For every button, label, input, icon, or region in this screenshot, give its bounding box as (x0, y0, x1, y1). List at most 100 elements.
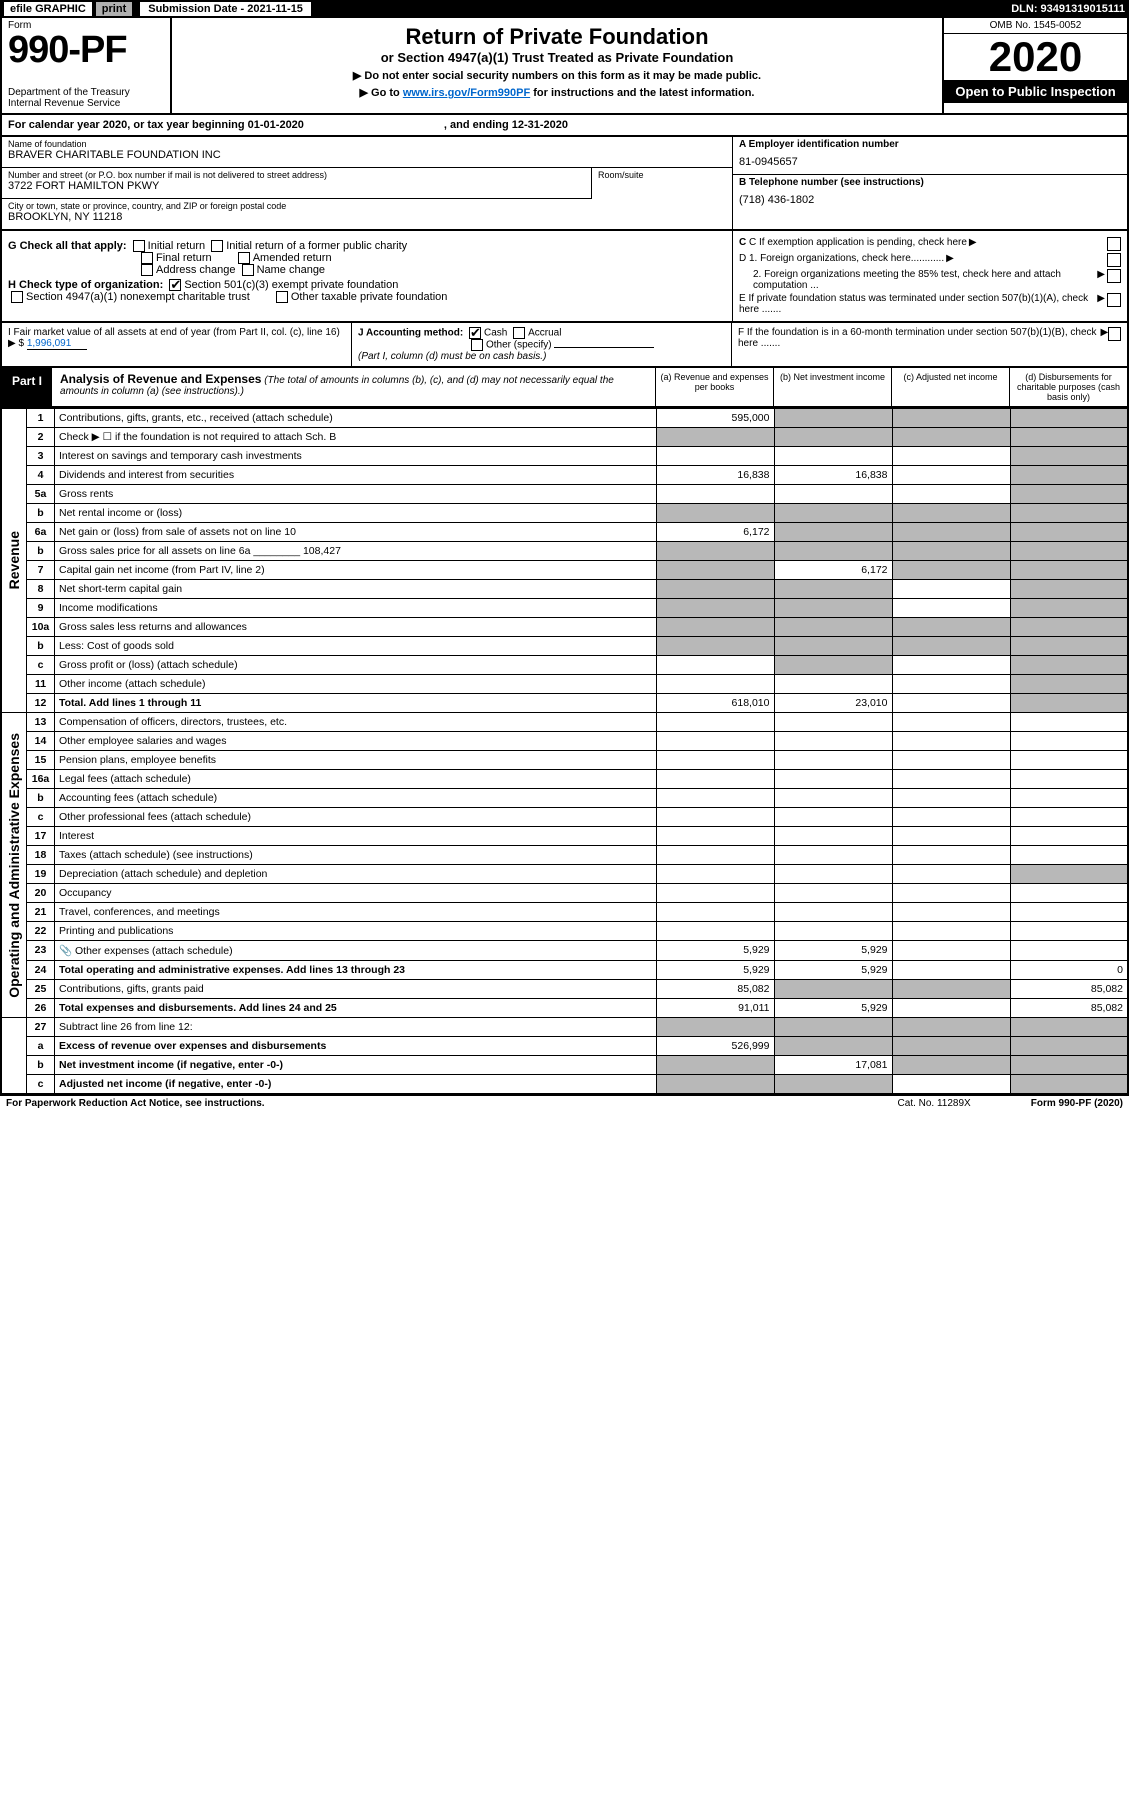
cell-a (656, 789, 774, 808)
cell-a: 5,929 (656, 941, 774, 961)
line-num: 17 (27, 827, 55, 846)
cell-c (892, 618, 1010, 637)
cell-b: 17,081 (774, 1056, 892, 1075)
checkbox-amended[interactable] (238, 252, 250, 264)
cell-d (1010, 637, 1128, 656)
checkbox-cash[interactable] (469, 327, 481, 339)
cell-d (1010, 751, 1128, 770)
cell-a: 91,011 (656, 999, 774, 1018)
cell-b (774, 485, 892, 504)
cell-b (774, 846, 892, 865)
checkbox-c[interactable] (1107, 237, 1121, 251)
cal-end: , and ending 12-31-2020 (444, 119, 568, 131)
line-num: 20 (27, 884, 55, 903)
line-text: Total expenses and disbursements. Add li… (55, 999, 657, 1018)
line-num: 11 (27, 675, 55, 694)
checkbox-accrual[interactable] (513, 327, 525, 339)
checkbox-d2[interactable] (1107, 269, 1121, 283)
line-text: Less: Cost of goods sold (55, 637, 657, 656)
dln-label: DLN: 93491319015111 (1011, 3, 1125, 15)
cell-a (656, 675, 774, 694)
address-cell: Number and street (or P.O. box number if… (2, 168, 592, 199)
cell-c (892, 808, 1010, 827)
top-bar: efile GRAPHIC print Submission Date - 20… (0, 0, 1129, 18)
cell-d (1010, 694, 1128, 713)
form-title: Return of Private Foundation (180, 24, 934, 50)
line-num: b (27, 1056, 55, 1075)
cell-c (892, 999, 1010, 1018)
cell-d (1010, 732, 1128, 751)
cell-b (774, 865, 892, 884)
line-num: 24 (27, 961, 55, 980)
print-button[interactable]: print (96, 2, 132, 16)
checkbox-name[interactable] (242, 264, 254, 276)
line-text: Total. Add lines 1 through 11 (55, 694, 657, 713)
part1-table: Revenue1Contributions, gifts, grants, et… (0, 408, 1129, 1095)
checkbox-4947[interactable] (11, 291, 23, 303)
cell-c (892, 903, 1010, 922)
line-num: 1 (27, 409, 55, 428)
foundation-name-cell: Name of foundation BRAVER CHARITABLE FOU… (2, 137, 732, 168)
cell-c (892, 1018, 1010, 1037)
checkbox-d1[interactable] (1107, 253, 1121, 267)
line-text: Net gain or (loss) from sale of assets n… (55, 523, 657, 542)
j-cell: J Accounting method: Cash Accrual Other … (352, 323, 732, 366)
checkbox-f[interactable] (1108, 327, 1121, 341)
cell-c (892, 751, 1010, 770)
line-text: Net rental income or (loss) (55, 504, 657, 523)
line-text: Other employee salaries and wages (55, 732, 657, 751)
checkbox-501c3[interactable] (169, 279, 181, 291)
form-note-1: ▶ Do not enter social security numbers o… (180, 69, 934, 82)
cell-c (892, 409, 1010, 428)
checkbox-final[interactable] (141, 252, 153, 264)
checkbox-other-method[interactable] (471, 339, 483, 351)
line-num: c (27, 656, 55, 675)
line-num: 23 (27, 941, 55, 961)
checkbox-e[interactable] (1107, 293, 1121, 307)
c-item: C C If exemption application is pending,… (739, 237, 1121, 251)
cell-d (1010, 447, 1128, 466)
cell-a (656, 561, 774, 580)
line-text: Interest on savings and temporary cash i… (55, 447, 657, 466)
cell-a (656, 447, 774, 466)
cell-d (1010, 941, 1128, 961)
line-num: b (27, 504, 55, 523)
irs-link[interactable]: www.irs.gov/Form990PF (403, 87, 530, 99)
cell-b (774, 770, 892, 789)
h-row: H Check type of organization: Section 50… (8, 279, 726, 303)
line-text: Depreciation (attach schedule) and deple… (55, 865, 657, 884)
cell-d (1010, 466, 1128, 485)
cell-b (774, 903, 892, 922)
line-num: 7 (27, 561, 55, 580)
cell-a: 5,929 (656, 961, 774, 980)
line-num: 19 (27, 865, 55, 884)
cell-c (892, 1037, 1010, 1056)
cell-c (892, 542, 1010, 561)
cell-d (1010, 428, 1128, 447)
line-num: 9 (27, 599, 55, 618)
checkbox-address[interactable] (141, 264, 153, 276)
efile-label: efile GRAPHIC (4, 2, 92, 16)
cell-a (656, 599, 774, 618)
phone-cell: B Telephone number (see instructions) (7… (733, 175, 1127, 212)
cell-b (774, 884, 892, 903)
col-a-hdr: (a) Revenue and expenses per books (655, 368, 773, 406)
cell-b: 5,929 (774, 999, 892, 1018)
cell-c (892, 637, 1010, 656)
line-text: Printing and publications (55, 922, 657, 941)
checkbox-initial[interactable] (133, 240, 145, 252)
cell-d (1010, 789, 1128, 808)
line-text: Interest (55, 827, 657, 846)
cell-a (656, 580, 774, 599)
calendar-year-row: For calendar year 2020, or tax year begi… (0, 115, 1129, 137)
cell-c (892, 865, 1010, 884)
city-cell: City or town, state or province, country… (2, 199, 732, 229)
part1-tag: Part I (2, 368, 52, 406)
cell-d (1010, 770, 1128, 789)
cell-c (892, 428, 1010, 447)
checkbox-initial-former[interactable] (211, 240, 223, 252)
cell-b (774, 1075, 892, 1095)
line-text: Check ▶ ☐ if the foundation is not requi… (55, 428, 657, 447)
cell-b: 5,929 (774, 961, 892, 980)
checkbox-other-tax[interactable] (276, 291, 288, 303)
